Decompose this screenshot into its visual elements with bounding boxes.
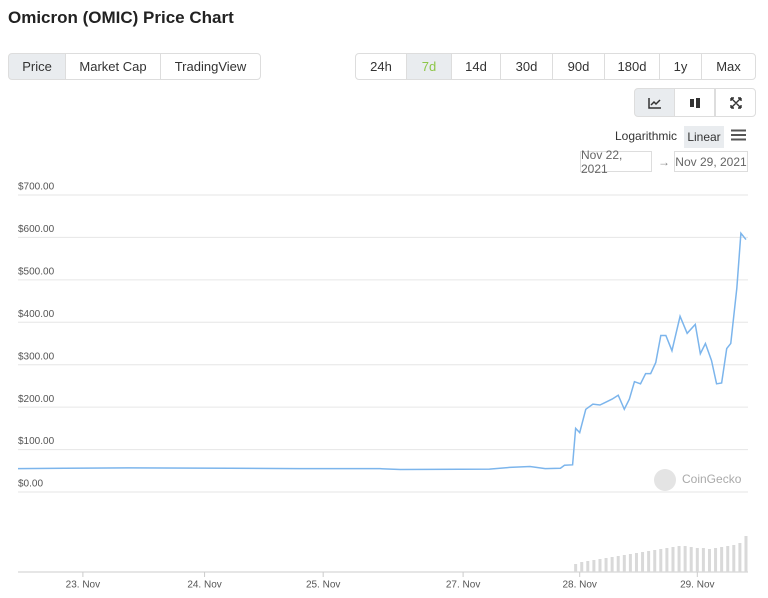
date-to[interactable]: Nov 29, 2021 <box>674 151 748 172</box>
volume-bar <box>641 552 645 572</box>
volume-bar <box>707 549 711 572</box>
y-tick-label: $600.00 <box>18 224 55 235</box>
volume-bar <box>592 560 596 572</box>
range-button[interactable]: 24h <box>355 53 407 80</box>
volume-bar <box>580 562 584 572</box>
volume-bar <box>695 548 699 572</box>
volume-bar <box>622 555 626 572</box>
y-tick-label: $200.00 <box>18 394 55 405</box>
y-tick-label: $400.00 <box>18 309 55 320</box>
price-line <box>17 231 747 471</box>
y-tick-label: $700.00 <box>18 182 55 193</box>
range-button[interactable]: 90d <box>552 53 605 80</box>
page-title: Omicron (OMIC) Price Chart <box>8 8 234 27</box>
watermark-logo <box>654 469 676 491</box>
volume-bar <box>665 548 669 572</box>
x-tick-label: 24. Nov <box>187 580 221 591</box>
y-tick-label: $500.00 <box>18 266 55 277</box>
volume-bar <box>659 549 663 572</box>
range-button[interactable]: 7d <box>406 53 452 80</box>
volume-bar <box>616 556 620 572</box>
volume-bar <box>671 547 675 572</box>
volume-bar <box>738 543 742 572</box>
volume-bar <box>720 547 724 572</box>
volume-bar <box>634 553 638 572</box>
volume-bar <box>604 558 608 572</box>
scale-option[interactable]: Logarithmic <box>615 129 678 143</box>
range-button[interactable]: 14d <box>451 53 501 80</box>
expand-icon <box>729 96 742 109</box>
volume-bar <box>586 561 590 572</box>
scale-option[interactable]: Linear <box>684 126 724 148</box>
candle-icon <box>689 97 700 108</box>
fullscreen-button[interactable] <box>715 88 756 117</box>
y-tick-label: $100.00 <box>18 436 55 447</box>
date-from[interactable]: Nov 22, 2021 <box>580 148 652 176</box>
volume-bar <box>598 559 602 572</box>
range-button[interactable]: 1y <box>659 53 702 80</box>
x-tick-label: 29. Nov <box>680 580 714 591</box>
range-button[interactable]: Max <box>701 53 756 80</box>
volume-bar <box>701 548 705 572</box>
volume-bar <box>689 547 693 572</box>
volume-bar <box>610 557 614 572</box>
volume-bar <box>628 554 632 572</box>
x-tick-label: 28. Nov <box>562 580 596 591</box>
line-icon <box>647 97 661 109</box>
x-tick-label: 23. Nov <box>66 580 100 591</box>
volume-bar <box>574 564 578 572</box>
x-tick-label: 25. Nov <box>306 580 340 591</box>
date-separator: → <box>658 155 670 169</box>
volume-bar <box>732 545 736 572</box>
tab[interactable]: TradingView <box>160 53 261 80</box>
volume-bar <box>683 546 687 572</box>
x-tick-label: 27. Nov <box>446 580 480 591</box>
range-button[interactable]: 180d <box>604 53 660 80</box>
volume-bar <box>726 546 730 572</box>
volume-bar <box>714 548 718 572</box>
candle-chart-button[interactable] <box>674 88 715 117</box>
volume-bar <box>647 551 651 572</box>
watermark: CoinGecko <box>682 472 742 486</box>
volume-bar <box>744 536 748 572</box>
menu-icon[interactable] <box>731 129 746 141</box>
volume-bar <box>653 550 657 572</box>
y-tick-label: $0.00 <box>18 479 43 490</box>
volume-bar <box>677 546 681 572</box>
y-tick-label: $300.00 <box>18 351 55 362</box>
